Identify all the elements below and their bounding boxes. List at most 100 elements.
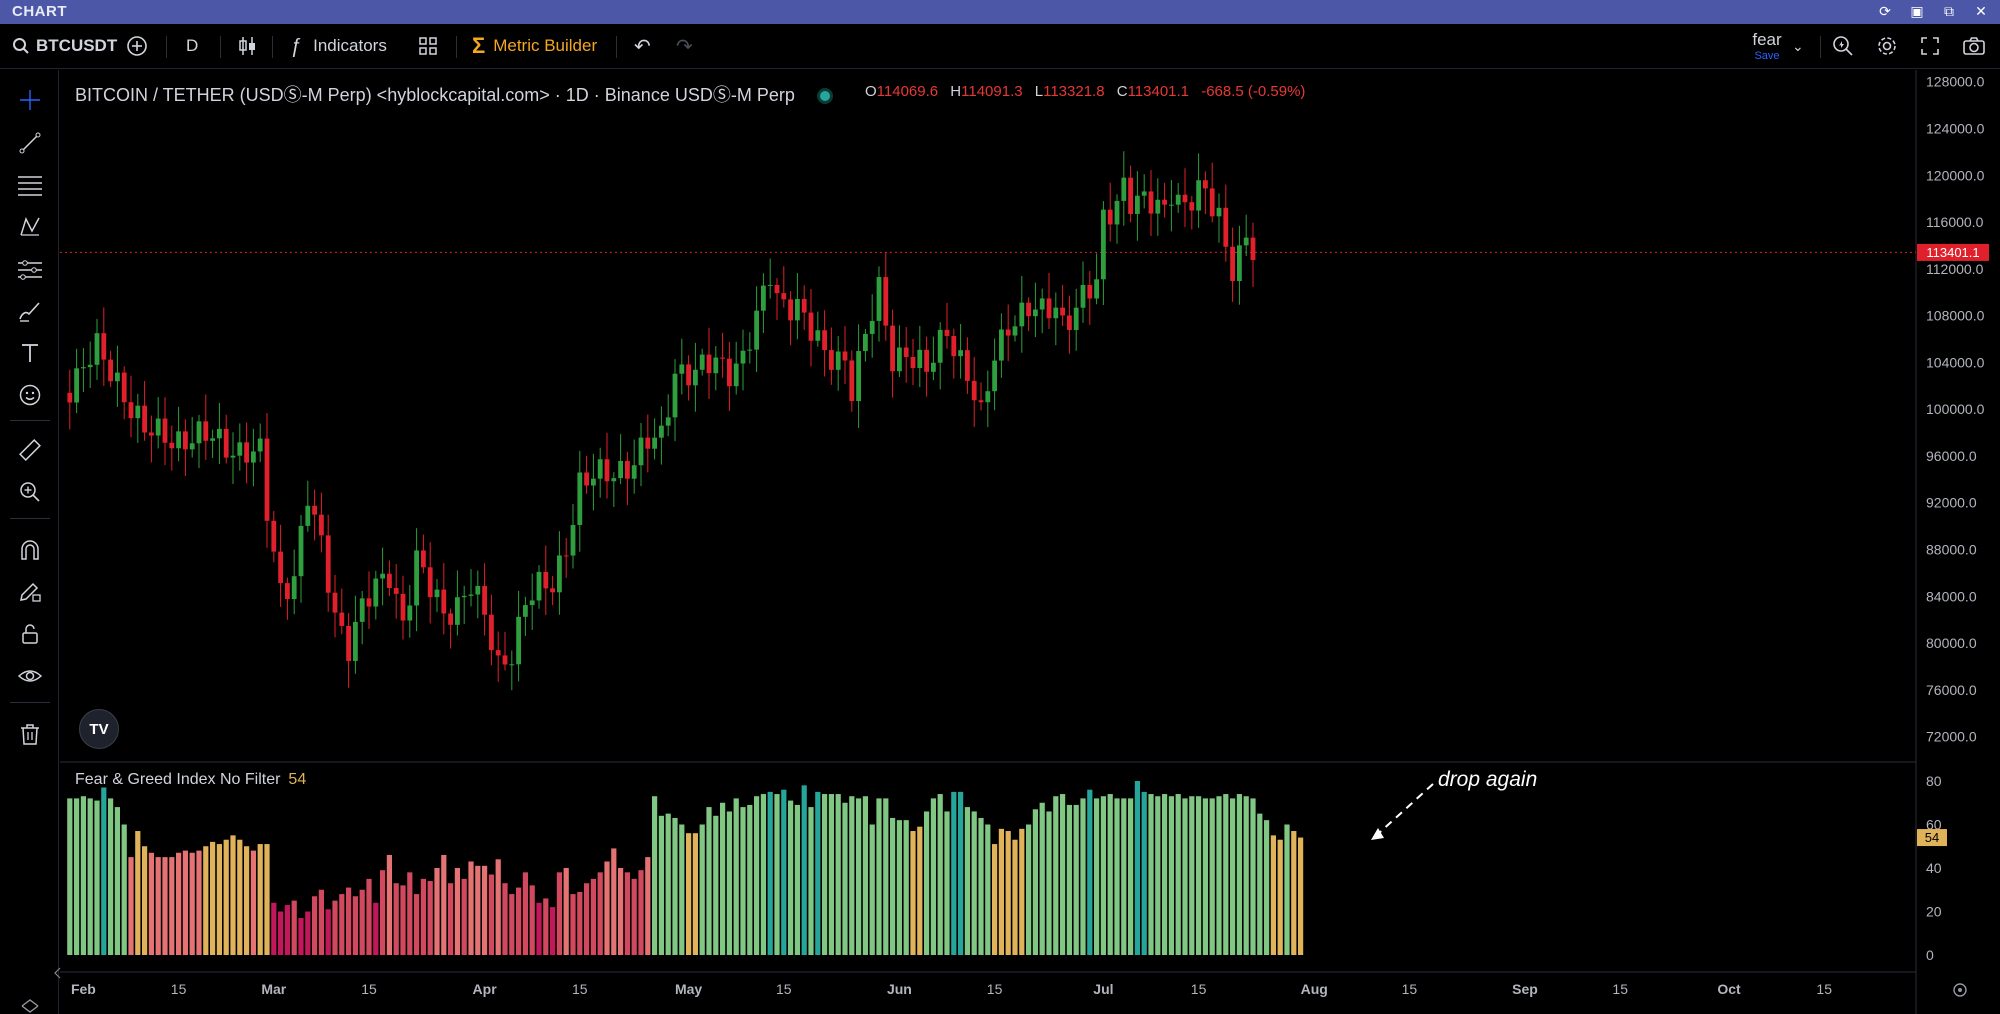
fg-bar	[1094, 798, 1100, 955]
candle-body	[1012, 326, 1018, 336]
crosshair-tool[interactable]	[14, 84, 46, 116]
fg-bar	[801, 785, 807, 955]
snapshot-button[interactable]	[1962, 24, 1986, 68]
layout-selector[interactable]: fear Save	[1732, 30, 1802, 62]
price-tick-label: 124000.0	[1926, 120, 1985, 136]
fg-bar	[658, 815, 664, 955]
prediction-tool[interactable]	[14, 253, 46, 285]
scale-settings-icon[interactable]	[1953, 983, 1967, 997]
fib-tool[interactable]	[14, 169, 46, 201]
popout-icon[interactable]: ⧉	[1944, 3, 1954, 19]
candle-body	[876, 277, 882, 321]
lock-drawings-tool[interactable]	[14, 618, 46, 650]
fg-bar	[584, 883, 590, 955]
stay-in-drawing-tool[interactable]	[14, 576, 46, 608]
fg-bar	[1264, 820, 1270, 955]
pattern-tool[interactable]	[14, 211, 46, 243]
fg-bar	[434, 868, 440, 955]
fg-bar	[760, 794, 766, 955]
interval-button[interactable]: D	[186, 24, 198, 68]
chart-type-button[interactable]	[238, 24, 258, 68]
quick-search-button[interactable]	[1832, 24, 1854, 68]
fg-bar	[250, 850, 256, 955]
fg-bar	[856, 798, 862, 955]
fg-bar	[808, 807, 814, 955]
fg-bar	[271, 902, 277, 955]
fg-bar	[1128, 798, 1134, 955]
interval-label: D	[186, 36, 199, 55]
candle-body	[978, 400, 984, 403]
fg-bar	[930, 798, 936, 955]
grid-icon	[419, 37, 437, 55]
fg-bar	[482, 865, 488, 955]
settings-button[interactable]	[1876, 24, 1898, 68]
fg-bar	[733, 798, 739, 955]
fg-bar	[393, 883, 399, 955]
remove-drawings-tool[interactable]	[14, 718, 46, 750]
trend-line-tool[interactable]	[14, 127, 46, 159]
save-image-icon[interactable]: ▣	[1910, 3, 1924, 19]
fg-bar	[305, 911, 311, 955]
indicator-value: 54	[288, 771, 307, 788]
magnet-tool[interactable]	[14, 534, 46, 566]
candle-body	[570, 525, 576, 556]
redo-button[interactable]: ↷	[676, 24, 693, 68]
ruler-tool[interactable]	[14, 434, 46, 466]
drawing-toolbar	[0, 70, 59, 1014]
fg-bar	[1100, 796, 1106, 955]
candle-body	[421, 550, 426, 568]
market-status-icon[interactable]	[819, 91, 830, 102]
candle-body	[713, 357, 719, 374]
fg-bar	[1053, 796, 1059, 955]
candle-body	[298, 525, 304, 577]
layout-dropdown[interactable]: ⌄	[1792, 24, 1804, 68]
fg-bar	[815, 791, 821, 955]
zoom-tool[interactable]	[14, 476, 46, 508]
open-value: 114069.6	[876, 83, 939, 100]
fullscreen-button[interactable]	[1920, 24, 1940, 68]
close-value: 113401.1	[1127, 83, 1190, 100]
emoji-tool[interactable]	[14, 379, 46, 411]
text-tool[interactable]	[14, 337, 46, 369]
brush-tool[interactable]	[14, 295, 46, 327]
annotation-text[interactable]: drop again	[1438, 768, 1538, 791]
fg-bar	[1189, 796, 1195, 955]
candle-body	[441, 589, 447, 614]
price-axis[interactable]: 128000.0 124000.0 120000.0 116000.0 112000.0…	[1926, 74, 1985, 745]
high-value: 114091.3	[961, 83, 1023, 100]
candle-body	[808, 312, 814, 341]
fg-bar	[1162, 794, 1168, 955]
fg-value-label-bg	[1917, 829, 1947, 847]
metric-builder-button[interactable]: Σ Metric Builder	[472, 24, 597, 68]
fg-bar	[121, 824, 127, 955]
symbol-search-button[interactable]: BTCUSDT	[12, 24, 117, 68]
fg-axis[interactable]: 80 60 40 20 0	[1926, 773, 1942, 963]
candle-body	[1067, 315, 1072, 330]
candle-body	[842, 351, 848, 361]
candle-body	[217, 428, 222, 439]
compare-symbol-button[interactable]	[126, 24, 148, 68]
price-tick-label: 116000.0	[1926, 214, 1984, 230]
indicator-legend[interactable]: Fear & Greed Index No Filter 54	[75, 771, 306, 789]
tradingview-logo[interactable]: TV	[79, 709, 119, 749]
fg-bar	[543, 898, 549, 955]
text-icon	[22, 344, 38, 362]
fg-bar	[754, 796, 760, 955]
fg-bar	[971, 811, 977, 955]
fg-bar	[189, 852, 195, 955]
symbol-name: BTCUSDT	[36, 36, 118, 55]
fg-bar	[509, 894, 515, 955]
candle-body	[196, 421, 202, 444]
undo-button[interactable]: ↶	[634, 24, 651, 68]
candle-body	[618, 460, 623, 479]
candle-body	[339, 612, 345, 626]
close-icon[interactable]: ✕	[1975, 3, 1987, 19]
time-axis[interactable]: Feb 15 Mar 15 Apr 15 May 15 Jun 15 Jul 15 Aug 15 Sep 15…	[71, 981, 1832, 997]
fg-bar	[488, 874, 494, 955]
hide-drawings-tool[interactable]	[14, 660, 46, 692]
layouts-button[interactable]	[418, 24, 438, 68]
fg-bar	[1039, 802, 1045, 955]
candle-body	[971, 380, 977, 401]
refresh-icon[interactable]: ⟳	[1879, 3, 1891, 19]
indicators-button[interactable]: ƒ Indicators	[290, 24, 387, 68]
